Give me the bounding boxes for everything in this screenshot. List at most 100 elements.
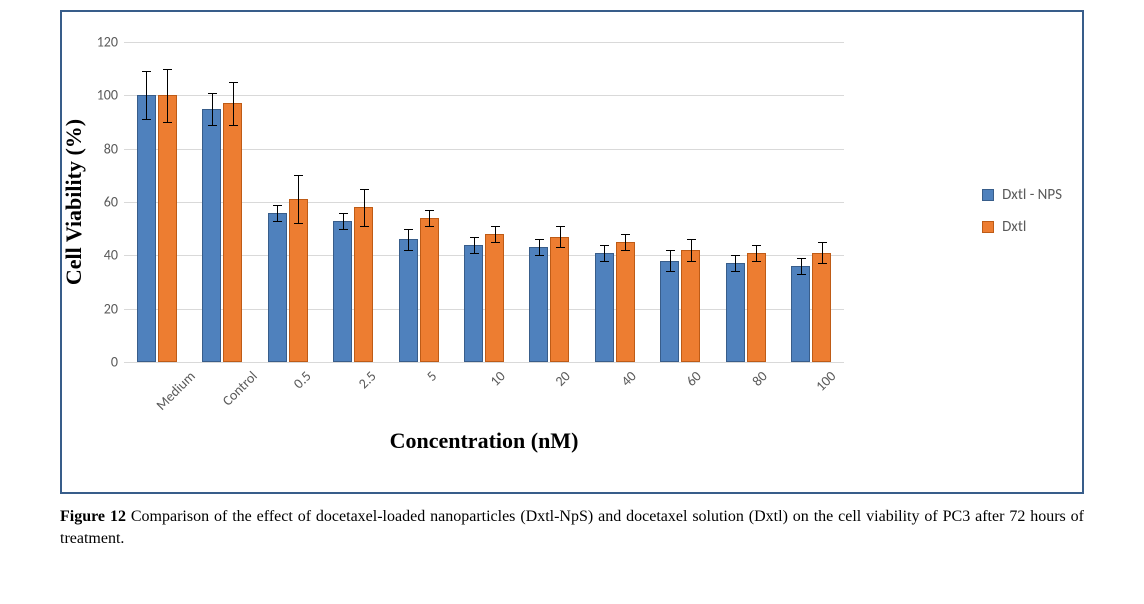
error-bar [801, 258, 802, 274]
error-cap [339, 213, 348, 214]
error-cap [731, 271, 740, 272]
error-bar [495, 226, 496, 242]
error-bar [408, 229, 409, 250]
x-tick-label: Medium [147, 362, 199, 414]
bar [812, 253, 831, 362]
bar [137, 95, 156, 362]
error-cap [470, 253, 479, 254]
error-bar [822, 242, 823, 263]
legend-item: Dxtl [982, 218, 1062, 236]
error-cap [535, 239, 544, 240]
error-cap [687, 261, 696, 262]
error-cap [687, 239, 696, 240]
error-cap [556, 226, 565, 227]
bar [616, 242, 635, 362]
x-tick-label: 40 [612, 362, 640, 390]
figure-caption-text: Comparison of the effect of docetaxel-lo… [60, 508, 1084, 547]
y-tick-label: 100 [97, 87, 124, 104]
bar [202, 109, 221, 362]
error-cap [491, 242, 500, 243]
error-cap [163, 122, 172, 123]
bar [223, 103, 242, 362]
error-cap [425, 226, 434, 227]
legend-item: Dxtl - NPS [982, 186, 1062, 204]
error-bar [691, 239, 692, 260]
error-bar [364, 189, 365, 226]
bar [660, 261, 679, 362]
error-cap [797, 274, 806, 275]
y-axis-title: Cell Viability (%) [61, 119, 87, 285]
error-cap [208, 93, 217, 94]
error-cap [491, 226, 500, 227]
error-cap [339, 229, 348, 230]
error-bar [277, 205, 278, 221]
error-bar [233, 82, 234, 125]
error-cap [666, 271, 675, 272]
error-cap [273, 205, 282, 206]
bar [595, 253, 614, 362]
bar [268, 213, 287, 362]
error-cap [797, 258, 806, 259]
chart-box: Cell Viability (%) Concentration (nM) 0 2… [60, 10, 1084, 494]
error-cap [294, 175, 303, 176]
legend: Dxtl - NPS Dxtl [982, 172, 1062, 250]
bar [550, 237, 569, 362]
error-cap [818, 263, 827, 264]
y-tick-label: 40 [104, 247, 124, 264]
error-cap [556, 247, 565, 248]
error-cap [621, 234, 630, 235]
bar [333, 221, 352, 362]
figure-caption: Figure 12 Comparison of the effect of do… [60, 506, 1084, 549]
error-cap [404, 250, 413, 251]
y-tick-label: 120 [97, 34, 124, 51]
bar [354, 207, 373, 362]
legend-swatch [982, 189, 994, 201]
error-bar [474, 237, 475, 253]
error-cap [273, 221, 282, 222]
error-bar [539, 239, 540, 255]
x-tick-label: 2.5 [349, 362, 379, 392]
x-tick-label: 0.5 [284, 362, 314, 392]
error-cap [208, 125, 217, 126]
error-cap [621, 250, 630, 251]
error-bar [560, 226, 561, 247]
bar [529, 247, 548, 362]
error-cap [818, 242, 827, 243]
x-tick-label: Control [213, 362, 260, 409]
bar [464, 245, 483, 362]
plot-area: Cell Viability (%) Concentration (nM) 02… [124, 42, 844, 362]
error-bar [670, 250, 671, 271]
error-cap [600, 261, 609, 262]
bar [726, 263, 745, 362]
x-axis-title: Concentration (nM) [390, 428, 579, 454]
error-cap [752, 261, 761, 262]
error-cap [294, 223, 303, 224]
error-bar [625, 234, 626, 250]
bar [747, 253, 766, 362]
bar [681, 250, 700, 362]
error-cap [752, 245, 761, 246]
error-bar [604, 245, 605, 261]
x-tick-label: 80 [743, 362, 771, 390]
y-tick-label: 80 [104, 140, 124, 157]
error-cap [600, 245, 609, 246]
error-bar [343, 213, 344, 229]
x-tick-label: 100 [807, 362, 840, 395]
error-cap [229, 82, 238, 83]
legend-label: Dxtl [1002, 218, 1026, 236]
error-cap [731, 255, 740, 256]
error-bar [167, 69, 168, 122]
x-tick-label: 5 [417, 362, 440, 385]
gridline [124, 362, 844, 363]
error-cap [425, 210, 434, 211]
gridline [124, 42, 844, 43]
bar [399, 239, 418, 362]
error-cap [142, 119, 151, 120]
error-cap [360, 189, 369, 190]
y-tick-label: 0 [111, 354, 124, 371]
bar [791, 266, 810, 362]
y-tick-label: 20 [104, 300, 124, 317]
error-cap [163, 69, 172, 70]
x-tick-label: 10 [481, 362, 509, 390]
bar [420, 218, 439, 362]
